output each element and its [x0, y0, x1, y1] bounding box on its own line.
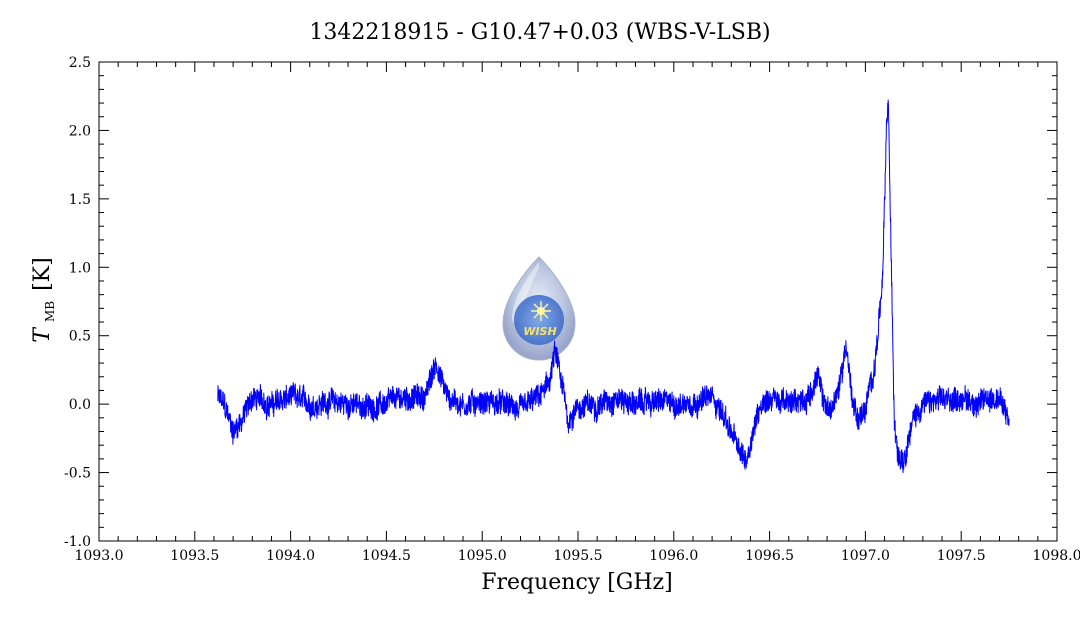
logo-core-icon	[514, 295, 564, 345]
y-tick-label: 2.0	[69, 123, 91, 139]
wish-logo: WISH	[502, 256, 576, 361]
y-tick-label: 0.0	[69, 397, 91, 413]
y-axis-label: T MB [K]	[30, 257, 58, 342]
y-tick-label: -1.0	[64, 534, 91, 550]
y-tick-label: 2.5	[69, 55, 91, 71]
svg-text:T MB [K]: T MB [K]	[30, 257, 58, 342]
y-tick-label: 1.0	[69, 260, 91, 276]
y-tick-label: 1.5	[69, 192, 91, 208]
x-tick-label: 1095.0	[458, 548, 507, 564]
x-tick-label: 1097.5	[937, 548, 986, 564]
y-tick-label: -0.5	[64, 466, 91, 482]
y-tick-label: 0.5	[69, 329, 91, 345]
x-tick-label: 1098.0	[1033, 548, 1080, 564]
x-tick-label: 1096.0	[649, 548, 698, 564]
x-tick-label: 1093.0	[75, 548, 124, 564]
x-tick-label: 1093.5	[170, 548, 219, 564]
x-tick-label: 1097.0	[841, 548, 890, 564]
x-tick-label: 1095.5	[554, 548, 603, 564]
axis-ticks	[98, 61, 1058, 542]
x-tick-label: 1094.5	[362, 548, 411, 564]
y-tick-labels: -1.0 -0.5 0.0 0.5 1.0 1.5 2.0 2.5	[64, 55, 91, 550]
series-line	[217, 99, 1010, 474]
x-tick-labels: 1093.0 1093.5 1094.0 1094.5 1095.0 1095.5 1096…	[75, 548, 1080, 564]
x-tick-label: 1096.5	[745, 548, 794, 564]
star-icon	[531, 301, 551, 321]
logo-text: WISH	[523, 325, 556, 338]
chart-title: 1342218915 - G10.47+0.03 (WBS-V-LSB)	[309, 20, 770, 45]
x-tick-label: 1094.0	[266, 548, 315, 564]
plot-frame	[98, 61, 1058, 542]
x-axis-label: Frequency [GHz]	[481, 570, 673, 595]
